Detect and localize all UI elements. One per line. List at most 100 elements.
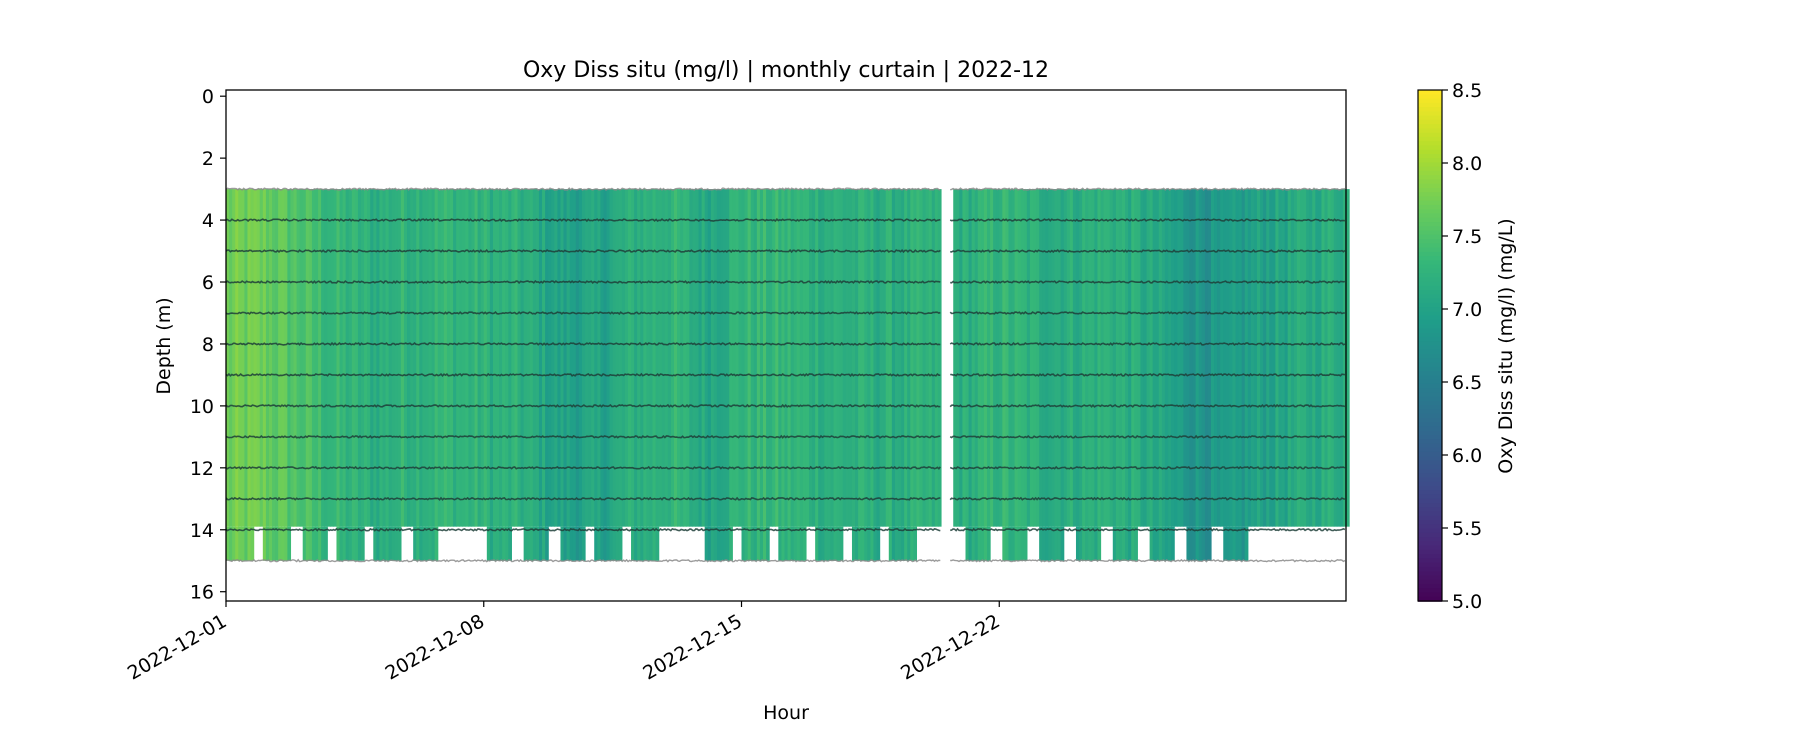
curtain-cell-bottom bbox=[1164, 526, 1169, 561]
curtain-cell bbox=[1174, 189, 1178, 527]
curtain-cell bbox=[670, 189, 675, 527]
curtain-cell-bottom bbox=[634, 526, 638, 561]
sensor-depth-line-11m bbox=[225, 434, 941, 439]
curtain-cell bbox=[634, 189, 638, 527]
curtain-cell-bottom bbox=[566, 526, 571, 561]
curtain-cell-bottom bbox=[1094, 526, 1099, 561]
sensor-depth-line-12m bbox=[949, 465, 1346, 470]
curtain-cell bbox=[1290, 189, 1295, 527]
curtain-cell bbox=[898, 189, 902, 527]
curtain-cell bbox=[400, 189, 405, 527]
curtain-cell bbox=[1321, 189, 1326, 527]
curtain-cell-bottom bbox=[858, 526, 862, 561]
curtain-cell bbox=[428, 189, 433, 527]
y-tick-label: 16 bbox=[190, 582, 214, 604]
curtain-cell-bottom bbox=[1134, 526, 1138, 561]
colorbar-segment bbox=[1418, 541, 1442, 547]
curtain-cell bbox=[302, 189, 307, 527]
curtain-cell bbox=[603, 189, 608, 527]
curtain-cell bbox=[1336, 189, 1341, 527]
curtain-cell bbox=[710, 189, 715, 527]
curtain-cell bbox=[575, 189, 580, 527]
curtain-cell bbox=[1042, 189, 1046, 527]
curtain-cell bbox=[1342, 189, 1347, 527]
curtain-cell bbox=[1057, 189, 1062, 527]
colorbar-segment bbox=[1418, 486, 1442, 492]
colorbar-segment bbox=[1418, 349, 1442, 355]
curtain-cell bbox=[726, 189, 730, 527]
curtain-cell bbox=[1330, 189, 1335, 527]
colorbar-segment bbox=[1418, 175, 1442, 181]
curtain-cell-bottom bbox=[563, 526, 568, 561]
curtain-cell bbox=[410, 189, 414, 527]
curtain-cell bbox=[351, 189, 356, 527]
curtain-cell-bottom bbox=[1091, 526, 1095, 561]
curtain-cell bbox=[1069, 189, 1074, 527]
curtain-cell bbox=[333, 189, 338, 527]
curtain-cell bbox=[502, 189, 506, 527]
curtain-cell-bottom bbox=[827, 526, 832, 561]
curtain-cell-bottom bbox=[560, 526, 565, 561]
curtain-cell-bottom bbox=[867, 526, 871, 561]
curtain-cell bbox=[631, 189, 635, 527]
curtain-cell bbox=[953, 189, 957, 527]
curtain-cell bbox=[1140, 189, 1145, 527]
curtain-cell bbox=[284, 189, 288, 527]
colorbar-tick-label: 5.0 bbox=[1452, 591, 1482, 613]
curtain-cell-bottom bbox=[707, 526, 712, 561]
curtain-cell bbox=[793, 189, 798, 527]
curtain-cell-bottom bbox=[781, 526, 786, 561]
curtain-cell-bottom bbox=[1045, 526, 1049, 561]
curtain-cell bbox=[968, 189, 973, 527]
curtain-cell-bottom bbox=[1051, 526, 1056, 561]
curtain-cell bbox=[600, 189, 605, 527]
curtain-cell-bottom bbox=[499, 526, 503, 561]
curtain-cell bbox=[505, 189, 509, 527]
colorbar-segment bbox=[1418, 558, 1442, 564]
y-tick-label: 2 bbox=[202, 148, 214, 170]
curtain-cell bbox=[894, 189, 899, 527]
colorbar-segment bbox=[1418, 396, 1442, 402]
curtain-cell bbox=[1214, 189, 1218, 527]
curtain-cell-bottom bbox=[505, 526, 509, 561]
colorbar-segment bbox=[1418, 537, 1442, 543]
curtain-cell bbox=[836, 189, 841, 527]
curtain-cell-bottom bbox=[1042, 526, 1046, 561]
colorbar-segment bbox=[1418, 234, 1442, 240]
curtain-cell bbox=[1082, 189, 1086, 527]
curtain-cell bbox=[830, 189, 835, 527]
colorbar-segment bbox=[1418, 422, 1442, 428]
sensor-depth-line-8m bbox=[225, 341, 941, 346]
curtain-cell-bottom bbox=[232, 526, 236, 561]
curtain-cell bbox=[959, 189, 964, 527]
curtain-cell bbox=[637, 189, 641, 527]
curtain-cell-bottom bbox=[268, 526, 273, 561]
curtain-cell bbox=[311, 189, 316, 527]
curtain-cell-bottom bbox=[1008, 526, 1013, 561]
curtain-cell bbox=[750, 189, 755, 527]
curtain-cell-bottom bbox=[572, 526, 577, 561]
curtain-cell bbox=[1164, 189, 1169, 527]
curtain-cell bbox=[851, 189, 856, 527]
curtain-cell bbox=[321, 189, 325, 527]
x-tick-label: 2022-12-22 bbox=[897, 610, 1004, 684]
curtain-cell bbox=[434, 189, 439, 527]
curtain-cell bbox=[1293, 189, 1298, 527]
colorbar-segment bbox=[1418, 498, 1442, 504]
curtain-cell bbox=[612, 189, 617, 527]
curtain-cell bbox=[1085, 189, 1089, 527]
curtain-cell bbox=[1309, 189, 1313, 527]
curtain-cell bbox=[983, 189, 988, 527]
colorbar-segment bbox=[1418, 426, 1442, 432]
curtain-cell bbox=[594, 189, 598, 527]
colorbar-frame bbox=[1417, 89, 1443, 602]
curtain-cell bbox=[695, 189, 700, 527]
curtain-cell bbox=[364, 189, 368, 527]
colorbar-segment bbox=[1418, 575, 1442, 581]
curtain-cell-bottom bbox=[357, 526, 362, 561]
curtain-cell-bottom bbox=[425, 526, 430, 561]
colorbar-segment bbox=[1418, 545, 1442, 551]
curtain-cell bbox=[1333, 189, 1338, 527]
colorbar-segment bbox=[1418, 336, 1442, 343]
curtain-cell bbox=[407, 189, 411, 527]
